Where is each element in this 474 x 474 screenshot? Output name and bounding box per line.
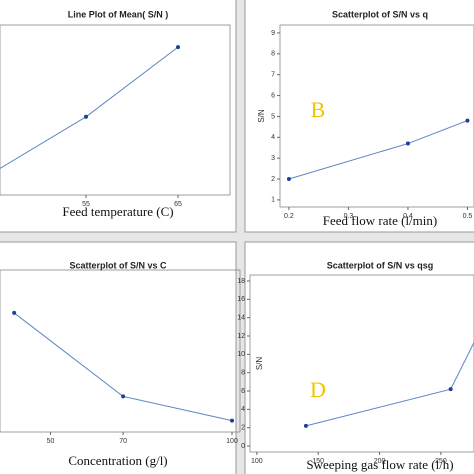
y-tick-label: 10 [237, 351, 245, 358]
x-tick-label: 70 [119, 438, 127, 445]
data-point [405, 141, 410, 146]
x-tick-label: 0.5 [463, 213, 473, 220]
x-axis-label: Feed temperature (C) [62, 204, 173, 219]
y-tick-label: 8 [271, 51, 275, 58]
x-tick-label: 0.4 [403, 213, 413, 220]
y-axis-label: S/N [257, 109, 266, 123]
x-tick-label: 100 [226, 438, 238, 445]
y-tick-label: 2 [241, 425, 245, 432]
y-tick-label: 9 [271, 30, 275, 37]
data-point [176, 45, 181, 50]
y-tick-label: 1 [271, 197, 275, 204]
y-tick-label: 5 [271, 113, 275, 120]
panel [244, 0, 474, 233]
y-tick-label: 16 [237, 296, 245, 303]
y-tick-label: 14 [237, 314, 245, 321]
annotation: D [310, 377, 326, 402]
data-point [303, 423, 308, 428]
x-tick-label: 250 [435, 458, 447, 465]
y-tick-label: 0 [241, 443, 245, 450]
annotation: B [311, 97, 326, 122]
plot-content [303, 341, 474, 428]
plot-content [286, 118, 470, 182]
y-tick-label: 8 [241, 370, 245, 377]
y-tick-label: 2 [271, 176, 275, 183]
x-tick-label: 200 [374, 458, 386, 465]
x-axis-label: Feed flow rate (l/min) [323, 213, 437, 228]
x-tick-label: 0.3 [344, 213, 354, 220]
data-point [12, 310, 17, 315]
data-point [448, 387, 453, 392]
data-point [84, 114, 89, 119]
y-tick-label: 3 [271, 155, 275, 162]
data-point [230, 418, 235, 423]
x-axis-label: Concentration (g/l) [68, 453, 167, 468]
panel [0, 0, 237, 233]
panel [244, 241, 474, 474]
x-tick-label: 0.2 [284, 213, 294, 220]
y-tick-label: 6 [271, 92, 275, 99]
x-tick-label: 50 [47, 438, 55, 445]
y-tick-label: 12 [237, 333, 245, 340]
x-tick-label: 65 [174, 201, 182, 208]
plot-content [12, 310, 235, 423]
x-tick-label: 100 [251, 458, 263, 465]
chart-title: Scatterplot of S/N vs qsg [327, 260, 434, 270]
y-tick-label: 6 [241, 388, 245, 395]
data-point [465, 118, 470, 123]
x-tick-label: 55 [82, 201, 90, 208]
chart-title: Scatterplot of S/N vs q [332, 9, 428, 19]
chart-title: Scatterplot of S/N vs C [69, 260, 167, 270]
y-tick-label: 7 [271, 72, 275, 79]
panel [0, 241, 237, 474]
plot-area [249, 274, 474, 453]
x-axis-label: Sweeping gas flow rate (l/h) [306, 457, 453, 472]
data-point [286, 177, 291, 182]
x-tick-label: 150 [312, 458, 324, 465]
plot-area [0, 269, 241, 433]
y-tick-label: 4 [271, 134, 275, 141]
y-tick-label: 4 [241, 406, 245, 413]
chart-title: Line Plot of Mean( S/N ) [68, 9, 169, 19]
plot-area [0, 24, 231, 196]
data-point [121, 394, 126, 399]
plot-content [0, 45, 181, 170]
y-axis-label: S/N [255, 357, 264, 371]
y-tick-label: 18 [237, 278, 245, 285]
